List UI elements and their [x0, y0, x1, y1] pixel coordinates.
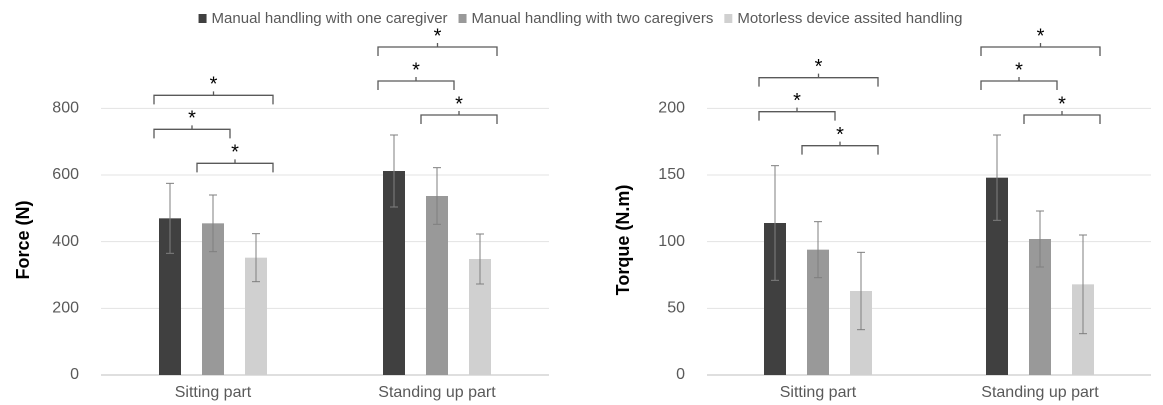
significance-label: *: [1058, 93, 1066, 115]
bar: [245, 257, 267, 375]
y-axis-title: Force (N): [13, 200, 33, 279]
significance-label: *: [455, 93, 463, 115]
bar: [383, 171, 405, 375]
significance-label: *: [434, 25, 442, 47]
bar: [426, 196, 448, 375]
significance-bracket: [758, 73, 879, 87]
legend-label: Motorless device assited handling: [737, 10, 962, 27]
bar: [807, 249, 829, 375]
y-tick-label: 50: [667, 300, 685, 317]
bar: [986, 177, 1008, 375]
significance-label: *: [1037, 25, 1045, 47]
x-tick-label: Sitting part: [780, 384, 857, 401]
significance-bracket: [801, 141, 879, 155]
significance-label: *: [188, 108, 196, 130]
y-tick-label: 0: [70, 366, 79, 383]
bar: [1029, 239, 1051, 375]
y-tick-label: 800: [52, 100, 79, 117]
significance-label: *: [210, 74, 218, 96]
legend-swatch: [458, 14, 467, 23]
y-tick-label: 600: [52, 166, 79, 183]
significance-label: *: [815, 56, 823, 78]
legend-swatch: [724, 14, 733, 23]
bar: [469, 259, 491, 375]
bar: [850, 291, 872, 375]
significance-bracket: [196, 159, 274, 173]
y-tick-label: 0: [676, 366, 685, 383]
significance-bracket: [377, 43, 498, 56]
x-tick-label: Standing up part: [981, 384, 1099, 401]
y-tick-label: 400: [52, 233, 79, 250]
y-tick-label: 100: [658, 233, 685, 250]
x-tick-label: Sitting part: [175, 384, 252, 401]
significance-bracket: [153, 125, 231, 139]
significance-label: *: [1015, 59, 1023, 81]
y-tick-label: 200: [52, 300, 79, 317]
bar: [202, 223, 224, 375]
legend-label: Manual handling with one caregiver: [212, 10, 448, 27]
bar: [764, 223, 786, 375]
significance-label: *: [231, 142, 239, 164]
x-tick-label: Standing up part: [378, 384, 496, 401]
significance-bracket: [377, 77, 455, 90]
y-tick-label: 150: [658, 166, 685, 183]
significance-label: *: [412, 59, 420, 81]
y-axis-title: Torque (N.m): [613, 185, 633, 296]
significance-bracket: [980, 77, 1058, 90]
significance-label: *: [836, 124, 844, 146]
y-tick-label: 200: [658, 100, 685, 117]
significance-label: *: [793, 90, 801, 112]
significance-bracket: [1023, 111, 1101, 124]
legend-swatch: [198, 14, 207, 23]
legend-label: Manual handling with two caregivers: [472, 10, 714, 27]
significance-bracket: [153, 91, 274, 105]
bar: [159, 218, 181, 375]
significance-bracket: [420, 111, 498, 124]
significance-bracket: [980, 43, 1101, 56]
significance-bracket: [758, 107, 836, 121]
